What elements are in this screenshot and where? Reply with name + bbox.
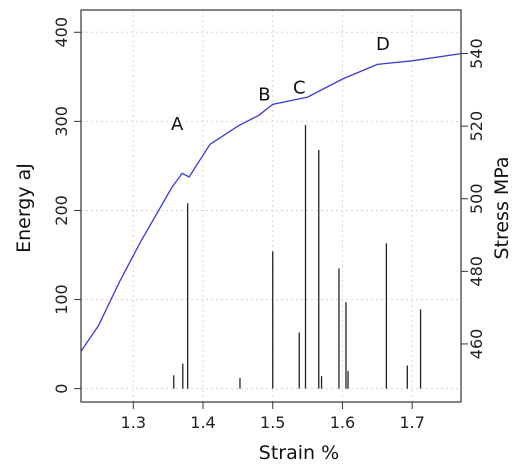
x-tick-label-3: 1.6 [330, 413, 355, 432]
y-left-tick-label-2: 200 [52, 195, 71, 226]
annotation-d: D [376, 34, 390, 55]
plot-frame [80, 9, 462, 403]
y-left-tick-label-3: 300 [52, 106, 71, 137]
x-tick-label-1: 1.4 [190, 413, 215, 432]
y-axis-left-title: Energy aJ [13, 163, 35, 253]
y-right-tick-label-3: 520 [467, 111, 486, 142]
stress-line [80, 52, 462, 352]
y-right-tick-label-1: 480 [467, 256, 486, 287]
x-tick-label-2: 1.5 [260, 413, 285, 432]
y-right-tick-label-2: 500 [467, 183, 486, 214]
annotation-c: C [293, 77, 306, 98]
axis-ticks: 1.3 1.4 1.5 1.6 1.7 0 100 200 300 400 460 480 500 520… [52, 17, 486, 432]
y-axis-right-title: Stress MPa [491, 156, 513, 259]
y-left-tick-label-0: 0 [52, 384, 71, 394]
y-right-tick-label-4: 540 [467, 38, 486, 69]
annotation-a: A [171, 114, 184, 135]
y-right-tick-label-0: 460 [467, 329, 486, 360]
y-left-tick-label-1: 100 [52, 284, 71, 315]
x-tick-label-0: 1.3 [121, 413, 146, 432]
annotation-b: B [258, 85, 270, 106]
x-axis-title: Strain % [259, 442, 339, 464]
grid [81, 10, 461, 402]
energy-bars [173, 124, 422, 389]
point-annotations: A B C D [171, 34, 390, 135]
y-left-tick-label-4: 400 [52, 17, 71, 48]
x-tick-label-4: 1.7 [399, 413, 424, 432]
